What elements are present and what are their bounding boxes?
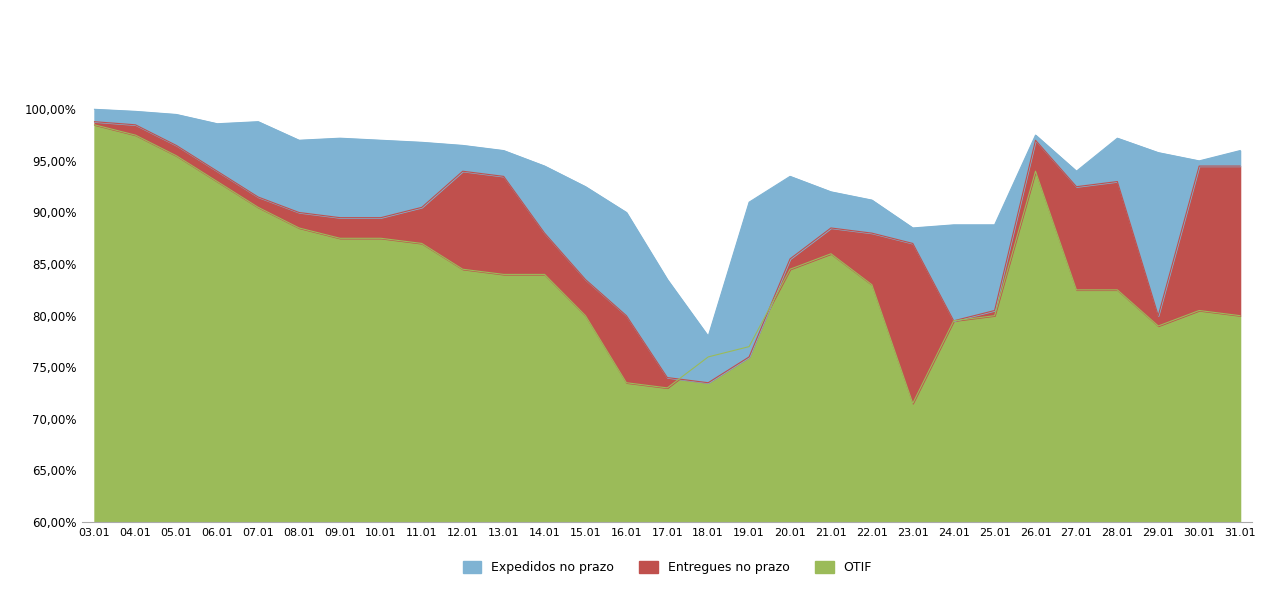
Text: Jan: Jan <box>1192 28 1233 52</box>
Text: VISÃO DA PERFORMANCE DE ENTREGA DE ENCOMENDAS: VISÃO DA PERFORMANCE DE ENTREGA DE ENCOM… <box>32 28 786 52</box>
Legend: Expedidos no prazo, Entregues no prazo, OTIF: Expedidos no prazo, Entregues no prazo, … <box>458 556 877 579</box>
